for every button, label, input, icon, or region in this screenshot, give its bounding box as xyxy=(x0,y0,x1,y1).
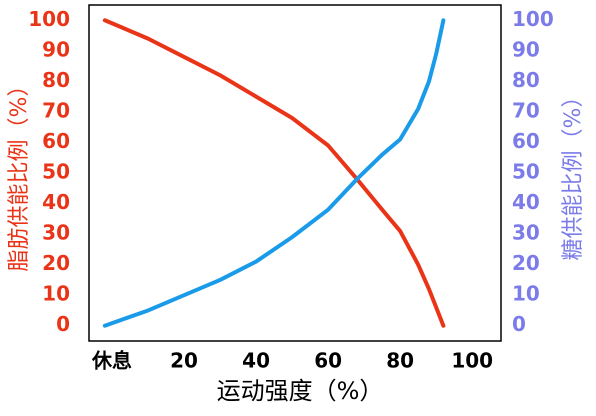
series-line xyxy=(102,18,446,328)
y-tick-label: 0 xyxy=(56,312,70,336)
y2-tick-label: 80 xyxy=(512,68,540,92)
y-axis-label: 脂肪供能比例（%） xyxy=(7,75,32,272)
y2-tick-label: 70 xyxy=(512,98,540,122)
y-tick-label: 10 xyxy=(42,282,70,306)
series-line xyxy=(102,18,446,328)
y2-tick-label: 10 xyxy=(512,282,540,306)
x-tick-label: 100 xyxy=(451,349,493,373)
y2-tick-label: 90 xyxy=(512,37,540,61)
y-tick-label: 30 xyxy=(42,221,70,245)
y-tick-label: 70 xyxy=(42,98,70,122)
y-tick-label: 20 xyxy=(42,251,70,275)
y-tick-label: 40 xyxy=(42,190,70,214)
y-tick-label: 80 xyxy=(42,68,70,92)
x-tick-label: 60 xyxy=(314,349,342,373)
y2-tick-label: 40 xyxy=(512,190,540,214)
y2-axis-label: 糖供能比例（%） xyxy=(561,86,586,261)
y2-tick-label: 20 xyxy=(512,251,540,275)
y2-tick-label: 100 xyxy=(512,7,554,31)
y2-tick-label: 0 xyxy=(512,312,526,336)
y2-tick-label: 30 xyxy=(512,221,540,245)
x-tick-label: 40 xyxy=(242,349,270,373)
y-tick-label: 60 xyxy=(42,129,70,153)
y-tick-label: 100 xyxy=(28,7,70,31)
x-tick-label: 休息 xyxy=(91,349,132,373)
plot-frame xyxy=(88,4,502,342)
y-tick-label: 90 xyxy=(42,37,70,61)
y-tick-label: 50 xyxy=(42,160,70,184)
y2-tick-label: 50 xyxy=(512,160,540,184)
x-axis-label: 运动强度（%） xyxy=(217,377,384,405)
y2-tick-label: 60 xyxy=(512,129,540,153)
x-tick-label: 20 xyxy=(170,349,198,373)
x-tick-label: 80 xyxy=(386,349,414,373)
